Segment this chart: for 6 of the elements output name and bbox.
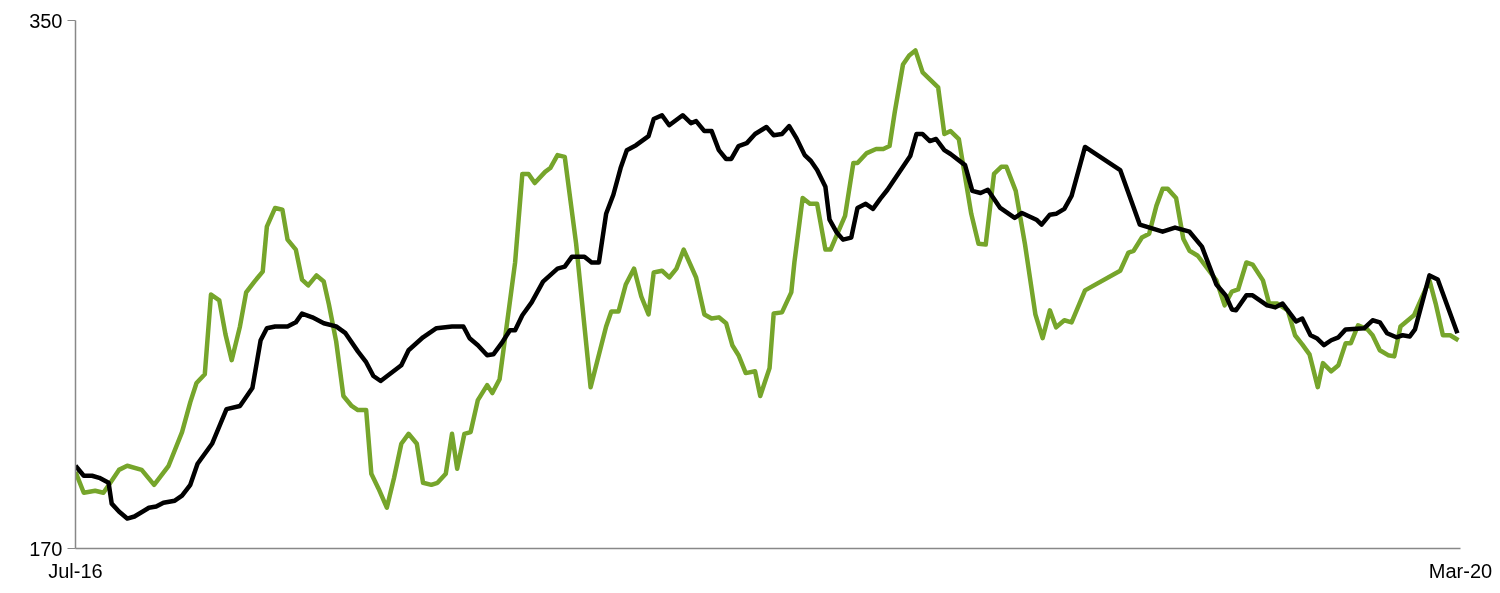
x-tick-label: Mar-20	[1428, 559, 1493, 582]
x-tick-label: Jul-16	[48, 559, 103, 582]
y-tick-label: 170	[29, 537, 63, 560]
line-series	[75, 113, 1460, 521]
y-tick-label: 350	[29, 9, 63, 32]
line-series	[75, 48, 1461, 510]
